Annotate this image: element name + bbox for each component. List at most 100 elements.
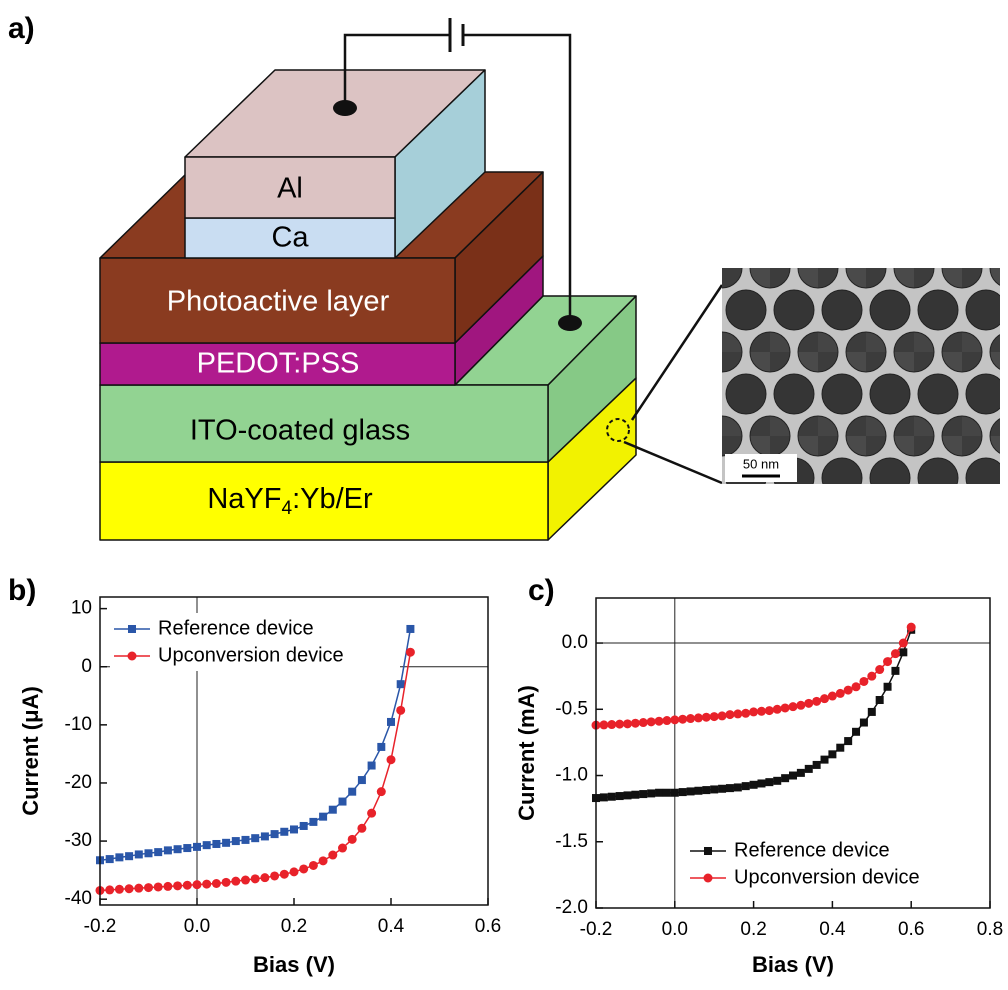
marker [261, 832, 269, 840]
y-tick-label: -1.0 [555, 765, 588, 786]
marker [710, 712, 719, 721]
marker [251, 834, 259, 842]
marker [397, 680, 405, 688]
marker [615, 720, 624, 729]
marker [105, 885, 114, 894]
marker [750, 781, 758, 789]
marker [757, 707, 766, 716]
marker [797, 769, 805, 777]
marker [260, 873, 269, 882]
scale-bar-label: 50 nm [743, 456, 779, 471]
marker [749, 707, 758, 716]
marker [836, 689, 845, 698]
y-tick-label: -1.5 [555, 831, 588, 852]
marker [631, 791, 639, 799]
chart: -0.20.00.20.40.6-40-30-20-10010Reference… [18, 597, 501, 977]
marker [844, 737, 852, 745]
marker [883, 657, 892, 666]
marker [387, 718, 395, 726]
marker [820, 694, 829, 703]
y-tick-label: -20 [65, 772, 92, 793]
marker [867, 672, 876, 681]
marker [616, 792, 624, 800]
marker [193, 843, 201, 851]
marker [773, 705, 782, 714]
marker [271, 830, 279, 838]
marker [804, 699, 813, 708]
marker [125, 884, 134, 893]
marker [702, 786, 710, 794]
marker [232, 837, 240, 845]
marker [655, 717, 664, 726]
marker [631, 719, 640, 728]
marker [193, 880, 202, 889]
marker [339, 798, 347, 806]
marker [781, 703, 790, 712]
y-tick-label: -10 [65, 714, 92, 735]
marker [718, 711, 727, 720]
y-tick-label: -30 [65, 830, 92, 851]
marker [154, 882, 163, 891]
marker [623, 719, 632, 728]
marker [852, 728, 860, 736]
marker [726, 784, 734, 792]
marker [203, 841, 211, 849]
marker [348, 788, 356, 796]
marker [145, 849, 153, 857]
x-tick-label: 0.6 [898, 919, 924, 940]
x-tick-label: 0.4 [819, 919, 846, 940]
marker [789, 772, 797, 780]
marker [765, 706, 774, 715]
marker [599, 720, 608, 729]
contact [558, 315, 582, 331]
x-axis-title: Bias (V) [752, 952, 834, 977]
marker [796, 701, 805, 710]
marker [280, 828, 288, 836]
marker [671, 789, 679, 797]
y-tick-label: 10 [71, 598, 92, 619]
marker [899, 648, 907, 656]
legend-marker [704, 847, 712, 855]
marker [694, 713, 703, 722]
marker [781, 774, 789, 782]
y-tick-label: -2.0 [555, 897, 588, 918]
marker [377, 787, 386, 796]
substrate-label-part: NaYF [207, 483, 281, 515]
marker [662, 716, 671, 725]
marker [290, 867, 299, 876]
marker [607, 720, 616, 729]
panel-label: a) [8, 12, 35, 45]
marker [212, 840, 220, 848]
marker [163, 882, 172, 891]
panel-label: b) [8, 574, 36, 607]
legend-marker [128, 652, 137, 661]
marker [844, 686, 853, 695]
tem-image [722, 268, 1000, 484]
marker [328, 851, 337, 860]
marker [725, 710, 734, 719]
marker [222, 878, 231, 887]
marker [639, 790, 647, 798]
marker [639, 718, 648, 727]
legend-label: Upconversion device [158, 644, 344, 666]
x-axis-title: Bias (V) [253, 952, 335, 977]
marker [125, 852, 133, 860]
marker [134, 884, 143, 893]
legend-label: Reference device [158, 617, 314, 639]
y-axis-title: Current (μA) [18, 686, 43, 816]
marker [406, 625, 414, 633]
marker [202, 880, 211, 889]
marker [812, 697, 821, 706]
marker [106, 855, 114, 863]
marker [891, 667, 899, 675]
marker [135, 850, 143, 858]
marker [875, 665, 884, 674]
x-tick-label: 0.4 [378, 916, 405, 937]
y-tick-label: 0.0 [562, 632, 588, 653]
layer-label: Al [277, 173, 303, 205]
x-tick-label: -0.2 [84, 916, 117, 937]
marker [852, 682, 861, 691]
marker [387, 755, 396, 764]
marker [280, 870, 289, 879]
